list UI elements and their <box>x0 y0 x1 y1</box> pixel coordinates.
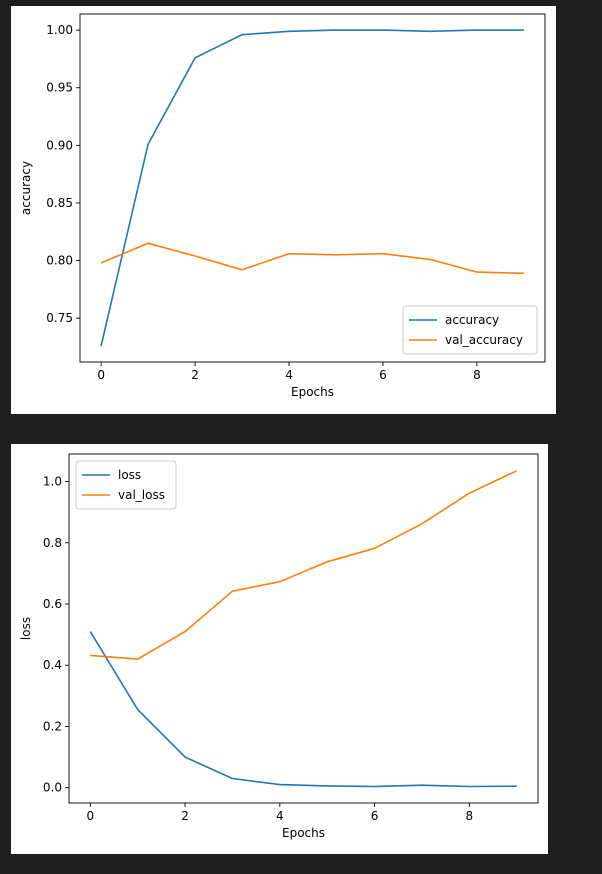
x-tick-label: 8 <box>473 368 481 382</box>
y-axis-label: accuracy <box>19 161 33 215</box>
legend: loss val_loss <box>75 460 177 510</box>
x-axis-label: Epochs <box>291 385 334 399</box>
plot-area-frame <box>79 13 546 363</box>
x-tick-label: 4 <box>285 368 293 382</box>
y-axis-label: loss <box>19 617 33 640</box>
accuracy-chart-panel: 0 2 4 6 8 0.75 0.80 0.85 0.90 0.95 1.00 Epochs accur… <box>11 6 556 414</box>
loss-chart-panel: 0 2 4 6 8 0.0 0.2 0.4 0.6 0.8 1.0 Epochs loss loss val… <box>11 444 548 854</box>
y-tick-label: 1.00 <box>46 23 73 37</box>
legend-box <box>402 305 538 355</box>
y-tick-label: 0.6 <box>43 597 62 611</box>
y-tick-label: 1.0 <box>43 475 62 489</box>
y-tick-label: 0.8 <box>43 536 62 550</box>
y-tick-label: 0.75 <box>46 311 73 325</box>
legend-box <box>75 460 177 510</box>
y-tick-label: 0.90 <box>46 138 73 152</box>
y-tick-label: 0.80 <box>46 254 73 268</box>
loss-chart: 0 2 4 6 8 0.0 0.2 0.4 0.6 0.8 1.0 Epochs loss loss val… <box>19 453 539 840</box>
legend-label-val-loss: val_loss <box>118 488 165 502</box>
y-tick-label: 0.4 <box>43 658 62 672</box>
x-tick-label: 8 <box>465 809 473 823</box>
legend: accuracy val_accuracy <box>402 305 538 355</box>
x-axis-label: Epochs <box>282 826 325 840</box>
series-line-val-loss <box>90 470 518 660</box>
legend-label-val-accuracy: val_accuracy <box>445 333 523 347</box>
accuracy-chart: 0 2 4 6 8 0.75 0.80 0.85 0.90 0.95 1.00 Epochs accur… <box>19 13 546 399</box>
plot-area-frame <box>68 453 539 804</box>
series-line-accuracy <box>100 29 524 347</box>
x-tick-label: 6 <box>371 809 379 823</box>
y-tick-label: 0.95 <box>46 81 73 95</box>
x-tick-label: 2 <box>181 809 189 823</box>
legend-label-loss: loss <box>118 468 141 482</box>
y-tick-label: 0.2 <box>43 719 62 733</box>
x-tick-label: 4 <box>276 809 284 823</box>
series-line-val-accuracy <box>100 242 524 275</box>
y-tick-label: 0.85 <box>46 196 73 210</box>
legend-label-accuracy: accuracy <box>445 313 499 327</box>
x-tick-label: 2 <box>191 368 199 382</box>
x-tick-label: 0 <box>97 368 105 382</box>
x-tick-label: 0 <box>86 809 94 823</box>
series-line-loss <box>89 631 517 788</box>
y-tick-label: 0.0 <box>43 781 62 795</box>
x-tick-label: 6 <box>379 368 387 382</box>
